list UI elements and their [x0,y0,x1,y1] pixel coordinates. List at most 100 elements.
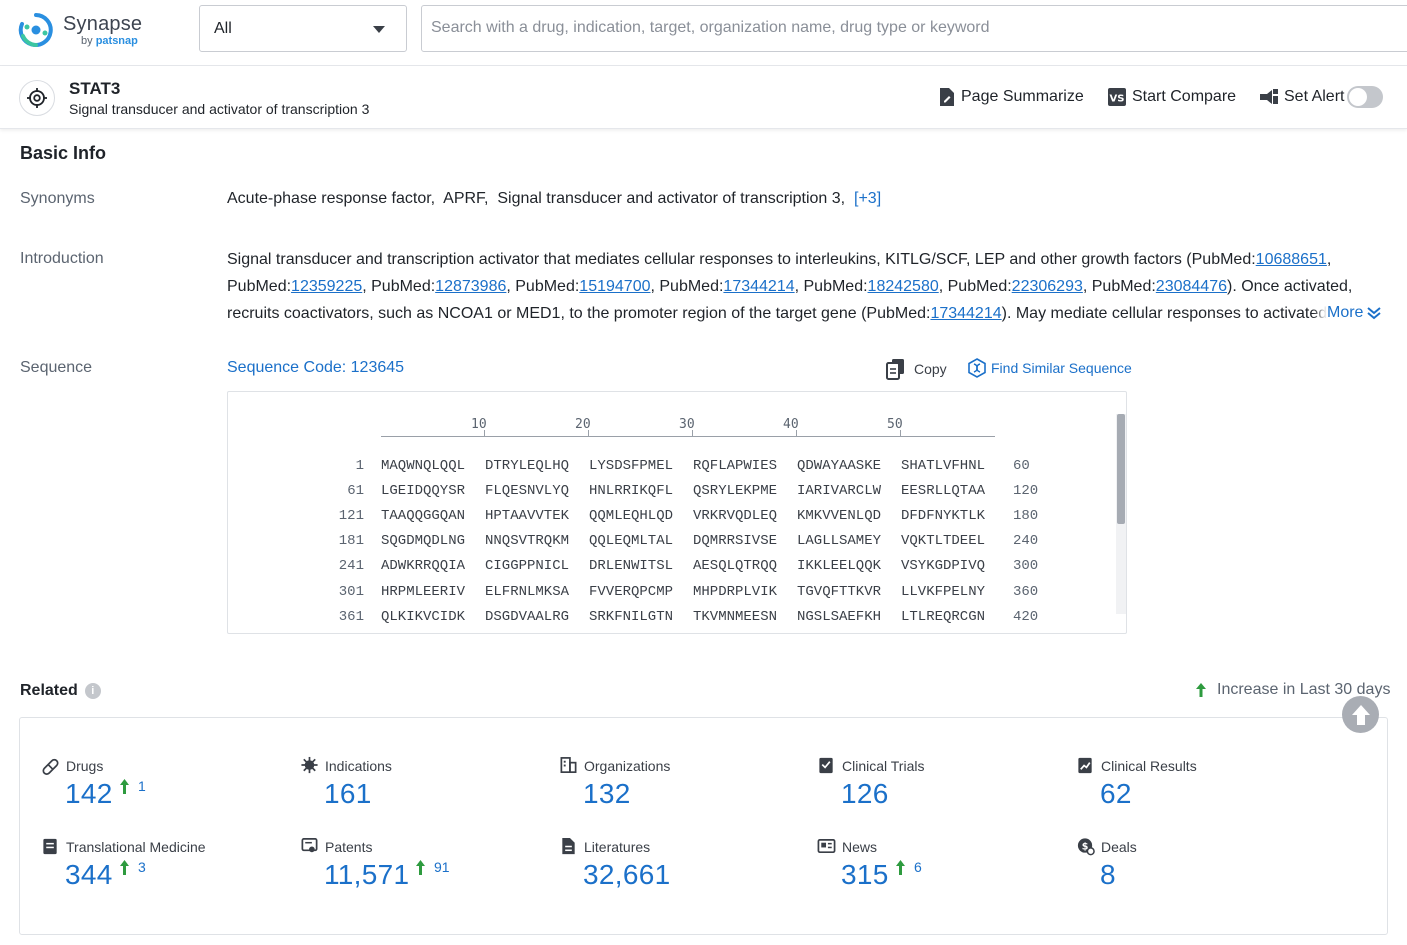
sequence-row-start: 121 [304,508,364,524]
start-compare-button[interactable]: VS Start Compare [1107,87,1236,107]
set-alert-label: Set Alert [1284,88,1344,106]
sequence-block: QSRYLEKPME [693,483,777,499]
stat-increase-value: 3 [138,859,146,875]
stat-increase: 3 [119,859,146,876]
introduction-text: Signal transducer and transcription acti… [227,246,1387,328]
sequence-block: CIGGPPNICL [485,558,569,574]
pubmed-link[interactable]: 12359225 [291,278,362,295]
synonym-item: Signal transducer and activator of trans… [497,190,845,207]
synapse-logo[interactable]: Synapse by patsnap [18,12,148,52]
stat-header: Indications [300,756,392,775]
set-alert-toggle[interactable] [1347,86,1383,108]
find-similar-sequence-button[interactable]: Find Similar Sequence [967,358,1132,378]
sequence-block: QQLEQMLTAL [589,533,673,549]
pubmed-link[interactable]: 18242580 [868,278,939,295]
ruler-tick [484,430,485,436]
app-name: Synapse [63,13,142,36]
pubmed-link[interactable]: 23084476 [1156,278,1227,295]
stat-indications[interactable]: Indications 161 [300,756,540,826]
stat-drugs[interactable]: Drugs1421 [41,756,281,826]
sequence-block: ADWKRRQQIA [381,558,465,574]
sequence-row-end: 180 [1013,508,1038,524]
sequence-row: 241ADWKRRQQIACIGGPPNICLDRLENWITSLAESQLQT… [228,558,1127,578]
info-icon[interactable]: i [85,683,101,699]
sequence-block: IARIVARCLW [797,483,881,499]
scroll-to-top-button[interactable] [1342,696,1379,733]
stat-label: Translational Medicine [66,839,206,855]
search-input[interactable]: Search with a drug, indication, target, … [421,5,1407,52]
pubmed-link[interactable]: 12873986 [435,278,506,295]
stat-increase: 6 [895,859,922,876]
stat-value[interactable]: 32,661 [583,859,670,891]
stat-increase-value: 91 [434,859,450,875]
stat-value[interactable]: 315 [841,859,889,891]
sequence-block: LYSDSFPMEL [589,458,673,474]
svg-text:VS: VS [1110,94,1125,105]
pubmed-link[interactable]: 17344214 [930,305,1001,322]
more-label: More [1327,304,1363,322]
stat-value[interactable]: 344 [65,859,113,891]
stat-label: Patents [325,839,372,855]
stat-label: Drugs [66,758,103,774]
sequence-block: HRPMLEERIV [381,584,465,600]
stat-value[interactable]: 132 [583,778,631,810]
double-chevron-down-icon [1366,305,1382,321]
sequence-block: SQGDMQDLNG [381,533,465,549]
stat-patents[interactable]: Patents 11,571 91 [300,837,540,907]
stat-header: Organizations [559,756,670,775]
pubmed-link[interactable]: 17344214 [723,278,794,295]
stat-literatures[interactable]: Literatures32,661 [559,837,799,907]
book-icon [41,837,60,856]
pubmed-link[interactable]: 15194700 [579,278,650,295]
related-title: Related i [20,682,101,700]
stat-translational-medicine[interactable]: Translational Medicine 344 3 [41,837,281,907]
pubmed-link[interactable]: 22306293 [1012,278,1083,295]
sequence-row-start: 301 [304,584,364,600]
synonym-item: APRF, [443,190,488,207]
sequence-block: LTLREQRCGN [901,609,985,625]
building-icon [559,756,578,775]
stat-value[interactable]: 11,571 [324,859,409,891]
search-scope-select[interactable]: All [199,5,407,52]
copy-sequence-button[interactable]: Copy [886,358,947,380]
sequence-block: HPTAAVVTEK [485,508,569,524]
sequence-block: QDWAYAASKE [797,458,881,474]
stat-value[interactable]: 8 [1100,859,1116,891]
set-alert-button[interactable]: Set Alert [1259,87,1344,107]
stat-value[interactable]: 142 [65,778,113,810]
stat-value[interactable]: 126 [841,778,889,810]
synonyms-label: Synonyms [20,190,95,208]
sequence-row-start: 181 [304,533,364,549]
sequence-code-link[interactable]: Sequence Code: 123645 [227,359,404,377]
stat-clinical-trials[interactable]: Clinical Trials126 [817,756,1057,826]
arrow-up-icon [1195,682,1207,698]
sequence-block: LAGLLSAMEY [797,533,881,549]
sequence-block: DFDFNYKTLK [901,508,985,524]
target-name: STAT3 [69,79,120,99]
ruler-tick [692,430,693,436]
chart-doc-icon [1076,756,1095,775]
stat-value[interactable]: 161 [324,778,372,810]
introduction-more-button[interactable]: More [1313,304,1382,322]
stat-organizations[interactable]: Organizations 132 [559,756,799,826]
sequence-row-start: 61 [304,483,364,499]
stat-value[interactable]: 62 [1100,778,1132,810]
document-icon [559,837,578,856]
synonyms-more-link[interactable]: [+3] [854,190,881,207]
stat-header: Drugs [41,756,103,775]
sequence-row: 61LGEIDQQYSRFLQESNVLYQHNLRRIKQFLQSRYLEKP… [228,483,1127,503]
stat-header: Clinical Results [1076,756,1197,775]
sequence-row-end: 420 [1013,609,1038,625]
stat-deals[interactable]: $Deals8 [1076,837,1316,907]
sequence-block: ELFRNLMKSA [485,584,569,600]
scrollbar-thumb[interactable] [1117,414,1125,524]
sequence-block: VRKRVQDLEQ [693,508,777,524]
sequence-block: DRLENWITSL [589,558,673,574]
synapse-logo-icon [18,12,54,48]
page-summarize-button[interactable]: Page Summarize [938,87,1084,107]
stat-news[interactable]: News3156 [817,837,1057,907]
arrow-up-icon [119,778,130,795]
pubmed-link[interactable]: 10688651 [1256,251,1327,268]
sequence-scrollbar[interactable] [1116,414,1126,614]
stat-clinical-results[interactable]: Clinical Results 62 [1076,756,1316,826]
